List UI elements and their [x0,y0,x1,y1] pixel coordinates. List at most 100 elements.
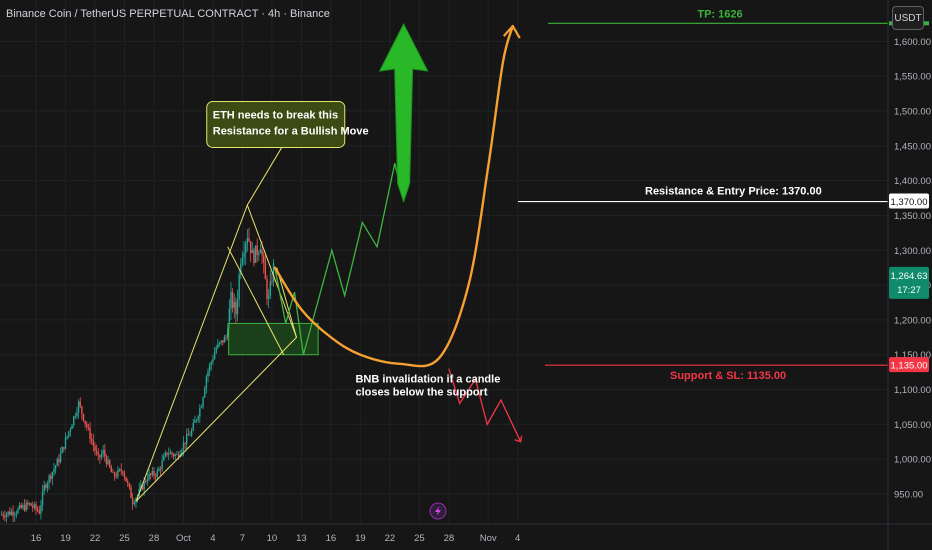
resistance-price-tag [889,193,929,209]
grid-lines [0,0,888,524]
x-tick-label: 16 [326,533,337,544]
x-tick-label: 25 [119,533,130,544]
candle-body [148,473,150,480]
candle-body [89,427,91,440]
candle-body [36,509,39,511]
candle-body [102,450,104,455]
candle-body [258,253,260,255]
candle-body [190,430,193,436]
candle-body [123,473,126,477]
candle-body [202,397,204,407]
candle-body [189,435,191,437]
candle-body [271,281,273,283]
candle-body [228,308,231,329]
candle-body [141,485,144,490]
lightning-icon[interactable] [429,502,447,520]
candle-body [91,439,93,441]
candle-body [151,470,154,475]
candle-body [213,352,216,360]
candle-body [86,423,88,428]
support-price-value: 1,135.00 [891,361,928,372]
current-price-tag [889,266,929,299]
y-tick-label: 1,100.00 [894,385,931,396]
candle-body [84,420,86,424]
candle-body [82,413,85,421]
candle-body [48,475,50,484]
candle-body [261,249,263,256]
callout-text: Resistance for a Bullish Move [213,125,369,137]
candle-body [192,422,194,431]
candle-body [267,296,270,299]
candle-body [76,412,78,417]
candle-body [79,401,81,407]
candle-body [122,471,124,474]
y-tick-label: 1,150.00 [894,350,931,361]
candle-body [43,484,45,492]
candle-body [5,514,8,518]
candle-body [158,468,160,472]
candle-body [87,427,90,428]
resistance-label: Resistance & Entry Price: 1370.00 [645,186,822,198]
bullish-projection-path [274,163,405,355]
candle-body [210,361,213,365]
candle-body [248,238,250,241]
callout-pointer [246,147,283,206]
x-tick-label: 25 [414,533,425,544]
candle-body [12,511,14,516]
candle-body [46,483,49,488]
candle-body [153,470,155,476]
candle-body [222,340,224,343]
candle-body [172,454,175,457]
candle-body [59,453,62,463]
candle-body [156,471,158,477]
x-axis[interactable]: 16 19 22 25 28 Oct 4 7 10 13 16 19 22 25 28 Nov 4 [31,533,521,544]
candle-body [249,240,252,254]
candle-body [140,485,142,490]
candle-body [0,514,3,516]
candle-body [23,505,26,511]
candle-body [195,419,198,421]
candle-body [200,406,203,408]
candle-body [17,508,19,514]
y-tick-label: 1,550.00 [894,72,931,83]
candle-body [56,458,58,466]
candle-body [246,238,249,244]
candle-body [205,376,208,389]
candle-body [218,342,221,344]
drawing-overlays: TP: 1626 Resistance & Entry Price: 1370.0… [135,8,888,502]
support-price-tag [889,357,929,373]
candle-body [263,255,265,263]
x-tick-label: Oct [176,533,191,544]
candle-body [233,302,235,308]
candle-body [245,243,247,254]
candle-body [77,401,80,413]
candle-body [69,428,72,432]
candle-body [194,420,196,423]
candle-body [161,460,163,470]
x-tick-label: 7 [240,533,245,544]
y-tick-label: 1,350.00 [894,211,931,222]
candle-body [40,505,42,514]
currency-unit-button[interactable]: USDT [892,6,924,30]
candle-body [174,454,176,457]
candle-body [27,502,29,505]
candle-body [125,476,127,482]
resistance-price-value: 1,370.00 [891,197,928,208]
candle-body [33,504,36,508]
candle-body [18,505,21,509]
candle-body [113,472,116,477]
x-tick-label: Nov [480,533,497,544]
x-tick-label: 4 [515,533,520,544]
candle-body [38,510,40,514]
candle-body [41,491,44,506]
candle-body [117,469,119,477]
candle-body [230,291,232,309]
candle-body [4,516,6,518]
candle-body [130,487,132,499]
candle-body [66,436,68,438]
x-tick-label: 28 [149,533,160,544]
x-tick-label: 19 [355,533,366,544]
candle-body [128,483,131,488]
